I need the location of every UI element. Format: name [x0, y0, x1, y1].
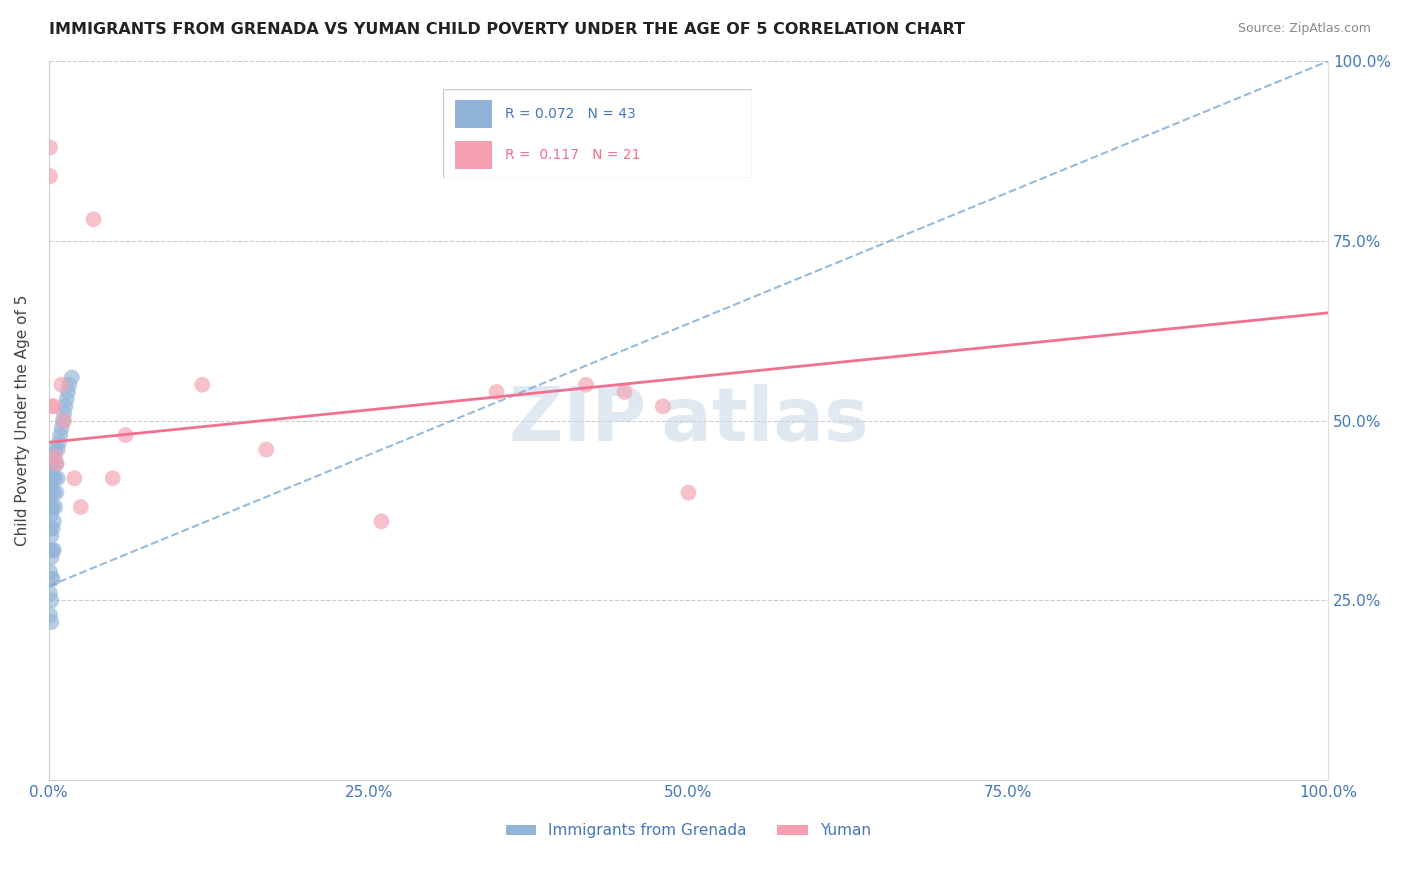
FancyBboxPatch shape — [443, 89, 752, 178]
Point — [39, 593, 62, 607]
Point — [51, 421, 73, 435]
Point — [48, 435, 70, 450]
Point — [39, 572, 62, 586]
Point — [613, 384, 636, 399]
Point — [42, 485, 65, 500]
Point — [49, 428, 72, 442]
Point — [53, 414, 76, 428]
Point — [41, 522, 63, 536]
Point — [114, 428, 136, 442]
Point — [41, 450, 63, 464]
Text: Source: ZipAtlas.com: Source: ZipAtlas.com — [1237, 22, 1371, 36]
Point — [55, 400, 77, 414]
Text: IMMIGRANTS FROM GRENADA VS YUMAN CHILD POVERTY UNDER THE AGE OF 5 CORRELATION CH: IMMIGRANTS FROM GRENADA VS YUMAN CHILD P… — [49, 22, 965, 37]
Point — [485, 384, 508, 399]
Point — [39, 464, 62, 478]
Point — [56, 384, 79, 399]
Point — [58, 377, 80, 392]
Point — [651, 400, 673, 414]
Point — [83, 212, 105, 227]
Point — [39, 457, 62, 471]
Text: R =  0.117   N = 21: R = 0.117 N = 21 — [505, 148, 640, 162]
Point — [42, 400, 65, 414]
Bar — [456, 141, 492, 169]
Point — [46, 442, 69, 457]
Point — [41, 500, 63, 514]
Point — [575, 377, 598, 392]
Point — [69, 500, 91, 514]
Point — [41, 543, 63, 558]
Point — [53, 407, 76, 421]
Point — [45, 457, 67, 471]
Point — [42, 457, 65, 471]
Point — [45, 457, 67, 471]
Legend: Immigrants from Grenada, Yuman: Immigrants from Grenada, Yuman — [499, 817, 877, 845]
Point — [39, 543, 62, 558]
Point — [44, 442, 66, 457]
Point — [44, 450, 66, 464]
Point — [678, 485, 700, 500]
Point — [39, 478, 62, 492]
Point — [254, 442, 277, 457]
Point — [39, 507, 62, 521]
Point — [39, 550, 62, 565]
Point — [39, 586, 62, 600]
Point — [51, 377, 73, 392]
Point — [46, 471, 69, 485]
Point — [63, 471, 86, 485]
Point — [39, 565, 62, 579]
Text: R = 0.072   N = 43: R = 0.072 N = 43 — [505, 107, 636, 121]
Point — [191, 377, 214, 392]
Point — [370, 515, 392, 529]
Point — [39, 607, 62, 622]
Point — [39, 522, 62, 536]
Point — [44, 500, 66, 514]
Point — [55, 392, 77, 406]
Bar — [456, 100, 492, 128]
Point — [45, 485, 67, 500]
Point — [41, 572, 63, 586]
Point — [39, 169, 62, 184]
Point — [42, 515, 65, 529]
Text: ZIP atlas: ZIP atlas — [509, 384, 869, 458]
Point — [41, 471, 63, 485]
Point — [39, 529, 62, 543]
Point — [101, 471, 124, 485]
Point — [39, 400, 62, 414]
Y-axis label: Child Poverty Under the Age of 5: Child Poverty Under the Age of 5 — [15, 295, 30, 547]
Point — [42, 543, 65, 558]
Point — [39, 140, 62, 154]
Point — [52, 414, 75, 428]
Point — [60, 370, 83, 384]
Point — [39, 500, 62, 514]
Point — [44, 471, 66, 485]
Point — [39, 485, 62, 500]
Point — [39, 615, 62, 629]
